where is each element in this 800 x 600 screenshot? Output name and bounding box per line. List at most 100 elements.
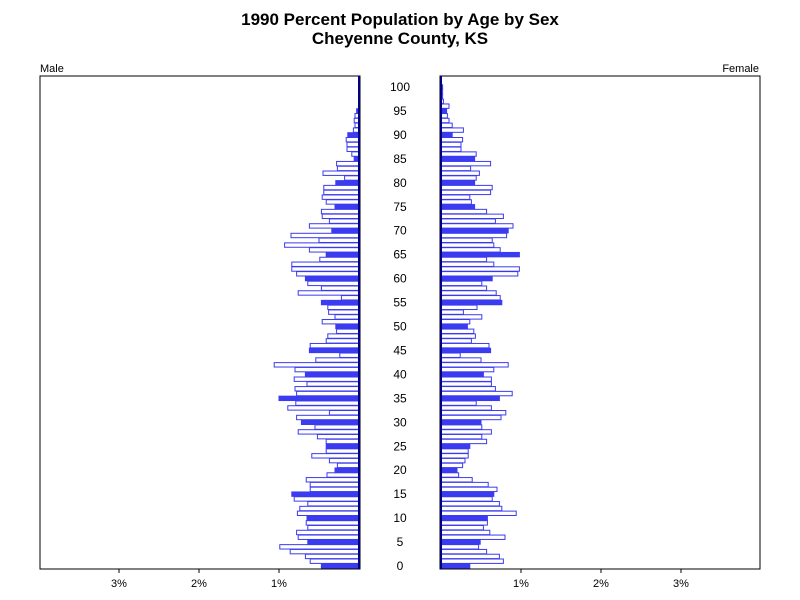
male-bar-age-56	[340, 295, 360, 301]
male-bar-age-13	[307, 501, 360, 507]
male-bar-age-2	[304, 553, 360, 560]
female-bar-age-79	[440, 184, 493, 191]
male-bar-age-70	[331, 228, 360, 234]
female-bar-age-22	[440, 457, 466, 464]
male-bar-age-41	[294, 366, 360, 373]
female-bar-age-3	[440, 548, 488, 555]
age-label-75: 75	[393, 200, 407, 214]
female-bar-age-35	[440, 395, 500, 402]
female-bar-age-15	[440, 491, 495, 497]
female-bar-age-92	[440, 122, 453, 129]
female-bar-age-73	[440, 213, 504, 220]
male-bar-age-80	[335, 180, 360, 186]
male-bar-age-63	[291, 261, 360, 267]
male-bars	[273, 108, 360, 569]
male-bar-age-82	[322, 170, 360, 176]
male-bar-age-88	[346, 141, 360, 148]
female-bar-age-17	[440, 481, 489, 488]
female-bar-age-10	[440, 515, 488, 521]
male-bar-age-18	[305, 477, 360, 483]
female-x-tick-label-3: 3%	[673, 578, 689, 590]
female-bar-age-83	[440, 165, 472, 172]
male-bar-age-5	[307, 539, 360, 545]
age-label-70: 70	[393, 224, 407, 238]
male-x-tick-label-3: 3%	[111, 578, 127, 590]
female-bar-age-14	[440, 496, 493, 502]
female-bar-age-24	[440, 448, 469, 454]
male-bar-age-35	[278, 395, 360, 402]
female-bar-age-31	[440, 414, 502, 421]
female-bar-age-67	[440, 242, 495, 248]
male-bar-age-44	[339, 352, 360, 358]
male-bar-age-8	[307, 524, 360, 531]
male-bar-age-33	[287, 405, 360, 411]
female-bar-age-65	[440, 251, 520, 258]
male-bar-age-71	[308, 223, 360, 229]
male-bar-age-57	[297, 290, 360, 296]
female-bar-age-11	[440, 510, 517, 516]
male-bar-age-89	[345, 137, 360, 143]
male-bar-age-40	[304, 371, 360, 378]
male-bar-age-34	[295, 400, 360, 406]
female-bar-age-68	[440, 237, 493, 243]
male-x-tick-label-2: 2%	[191, 578, 207, 590]
male-bar-age-47	[325, 338, 360, 344]
female-bar-age-30	[440, 419, 482, 425]
male-panel-label: Male	[40, 63, 64, 75]
female-bar-age-58	[440, 285, 488, 291]
female-bar-age-75	[440, 204, 476, 210]
female-bar-age-13	[440, 501, 500, 507]
male-bar-age-53	[328, 309, 360, 315]
male-bar-age-46	[309, 342, 360, 349]
male-bar-age-1	[309, 558, 360, 564]
male-bar-age-14	[293, 496, 360, 502]
female-bar-age-44	[440, 352, 461, 358]
female-bar-age-69	[440, 232, 508, 239]
female-bar-age-59	[440, 280, 483, 287]
female-bar-age-49	[440, 328, 475, 334]
female-bar-age-89	[440, 137, 464, 143]
male-bar-age-55	[320, 299, 360, 306]
female-bar-age-41	[440, 366, 495, 373]
age-label-45: 45	[393, 343, 407, 357]
female-bar-age-25	[440, 443, 471, 449]
male-bar-age-64	[319, 256, 360, 263]
male-bar-age-77	[321, 194, 360, 200]
female-bar-age-86	[440, 151, 477, 157]
female-bar-age-63	[440, 261, 495, 267]
female-bar-age-80	[440, 180, 476, 186]
male-bar-age-21	[336, 462, 360, 469]
female-bar-age-64	[440, 256, 488, 263]
male-bar-age-45	[308, 347, 360, 354]
female-bars	[440, 84, 520, 569]
female-bar-age-90	[440, 132, 453, 138]
female-bar-age-28	[440, 429, 492, 435]
female-bar-age-7	[440, 529, 491, 536]
age-axis-labels: 1009590858075706560555045403530252015105…	[390, 80, 410, 573]
female-bar-age-85	[440, 156, 476, 162]
female-bar-age-12	[440, 505, 503, 512]
age-label-80: 80	[393, 176, 407, 190]
female-bar-age-93	[440, 117, 450, 124]
male-bar-age-24	[325, 448, 360, 454]
male-bar-age-20	[334, 467, 360, 473]
female-bar-age-8	[440, 524, 484, 531]
male-bar-age-31	[296, 414, 360, 421]
male-bar-age-87	[346, 146, 360, 152]
male-bar-age-79	[323, 184, 360, 191]
male-bar-age-19	[326, 472, 360, 478]
male-bar-age-17	[309, 481, 360, 488]
female-bar-age-20	[440, 467, 458, 473]
male-bar-age-3	[289, 548, 360, 555]
female-bar-age-23	[440, 453, 469, 459]
female-bar-age-1	[440, 558, 504, 564]
age-label-40: 40	[393, 367, 407, 381]
female-bar-age-56	[440, 295, 501, 301]
male-bar-age-73	[321, 213, 360, 220]
male-bar-age-28	[297, 429, 360, 435]
x-axis-ticks: 3% 3% 2% 2% 1% 1%	[111, 569, 689, 590]
female-bar-age-39	[440, 376, 492, 382]
male-bar-age-22	[328, 457, 360, 464]
female-panel-label: Female	[722, 63, 759, 75]
